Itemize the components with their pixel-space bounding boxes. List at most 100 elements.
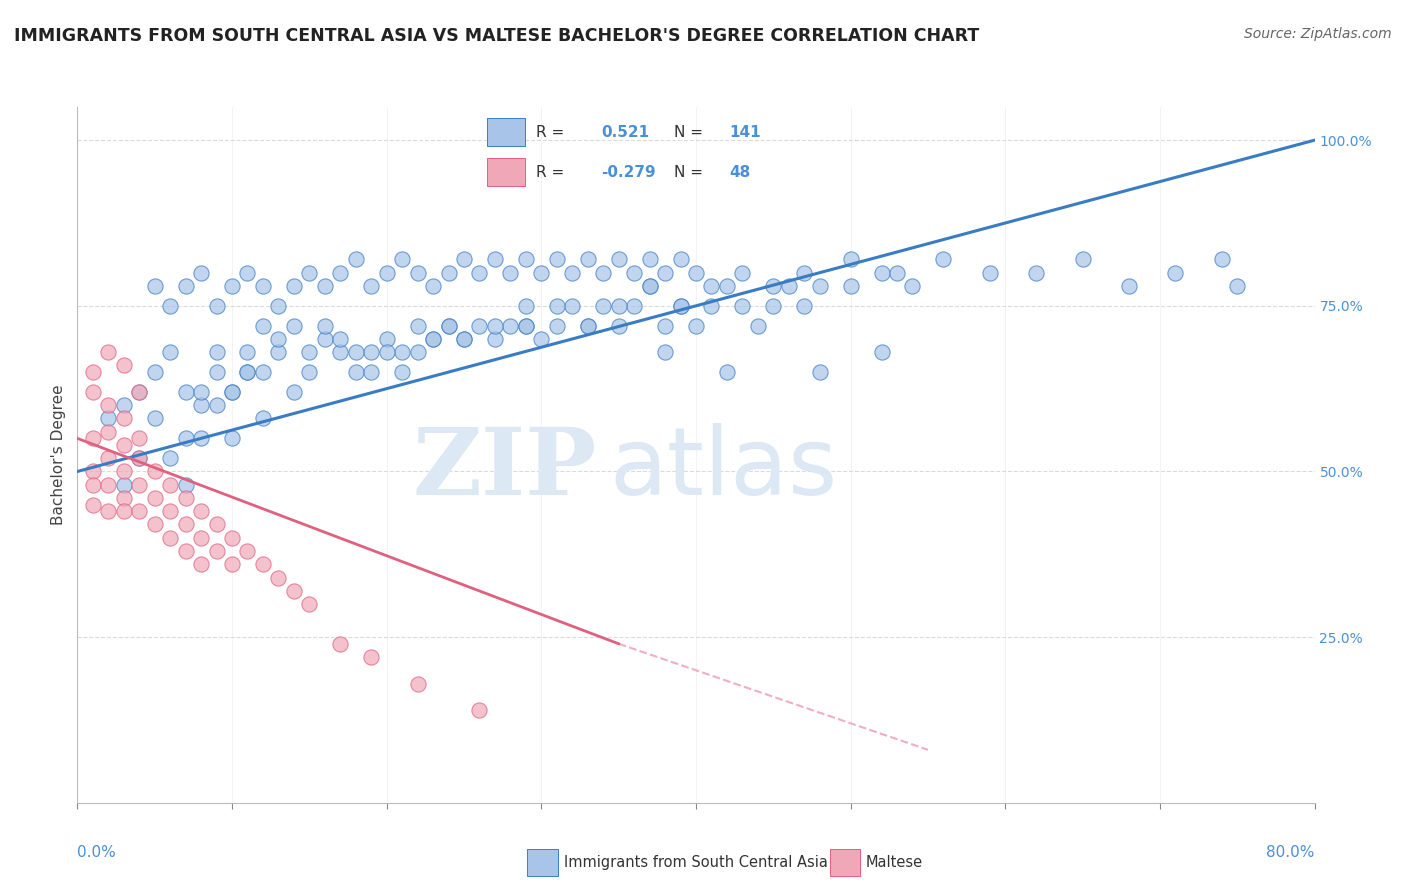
Text: Source: ZipAtlas.com: Source: ZipAtlas.com xyxy=(1244,27,1392,41)
Point xyxy=(391,365,413,379)
Point xyxy=(685,318,707,333)
Point xyxy=(174,491,197,505)
Point xyxy=(1211,252,1233,267)
Point xyxy=(793,299,815,313)
Point xyxy=(375,332,398,346)
Point xyxy=(468,266,491,280)
Point xyxy=(221,279,243,293)
Point xyxy=(1025,266,1047,280)
Text: 80.0%: 80.0% xyxy=(1267,845,1315,860)
Point xyxy=(314,279,336,293)
Point xyxy=(97,398,120,412)
Point xyxy=(205,398,228,412)
Point xyxy=(252,558,274,572)
Point xyxy=(515,299,537,313)
Point xyxy=(205,345,228,359)
Point xyxy=(731,266,754,280)
Point xyxy=(252,279,274,293)
Text: ZIP: ZIP xyxy=(413,424,598,514)
Point xyxy=(252,318,274,333)
Point xyxy=(236,544,259,558)
Point xyxy=(112,491,135,505)
Point xyxy=(716,365,738,379)
Point xyxy=(236,266,259,280)
Point xyxy=(329,345,352,359)
Point xyxy=(437,318,460,333)
Point xyxy=(839,252,862,267)
Point xyxy=(468,318,491,333)
Point xyxy=(731,299,754,313)
Point xyxy=(205,299,228,313)
Point xyxy=(329,637,352,651)
Point xyxy=(97,425,120,439)
Point xyxy=(870,345,893,359)
Point xyxy=(97,345,120,359)
Point xyxy=(406,318,429,333)
Point xyxy=(112,438,135,452)
Point xyxy=(576,318,599,333)
Point xyxy=(576,252,599,267)
Point xyxy=(267,332,290,346)
Point xyxy=(1071,252,1094,267)
Point xyxy=(190,531,212,545)
Point xyxy=(252,411,274,425)
Point xyxy=(159,451,181,466)
Point xyxy=(546,252,568,267)
Point xyxy=(314,318,336,333)
Point xyxy=(143,411,166,425)
Point xyxy=(515,252,537,267)
Text: 0.0%: 0.0% xyxy=(77,845,117,860)
Point xyxy=(205,365,228,379)
Point xyxy=(97,477,120,491)
Point xyxy=(143,465,166,479)
Point xyxy=(174,279,197,293)
Point xyxy=(669,299,692,313)
Point xyxy=(143,365,166,379)
Point xyxy=(1226,279,1249,293)
Point xyxy=(112,477,135,491)
Point xyxy=(159,299,181,313)
Point xyxy=(174,517,197,532)
Point xyxy=(360,279,382,293)
Point xyxy=(298,365,321,379)
Point xyxy=(793,266,815,280)
Point xyxy=(499,266,522,280)
Point xyxy=(82,465,104,479)
Point xyxy=(236,365,259,379)
Point xyxy=(236,365,259,379)
Point xyxy=(360,345,382,359)
Point xyxy=(638,252,661,267)
Point xyxy=(159,477,181,491)
Point xyxy=(159,504,181,518)
Point xyxy=(979,266,1001,280)
Point xyxy=(932,252,955,267)
Point xyxy=(607,318,630,333)
Text: Maltese: Maltese xyxy=(866,855,924,870)
Point xyxy=(314,332,336,346)
Point xyxy=(391,345,413,359)
Point xyxy=(128,477,150,491)
Point xyxy=(82,477,104,491)
Point xyxy=(499,318,522,333)
Y-axis label: Bachelor's Degree: Bachelor's Degree xyxy=(51,384,66,525)
Point xyxy=(298,345,321,359)
Point xyxy=(607,299,630,313)
Point xyxy=(112,504,135,518)
Point xyxy=(283,583,305,598)
Point xyxy=(422,332,444,346)
Point xyxy=(530,266,553,280)
Point xyxy=(159,531,181,545)
Point xyxy=(747,318,769,333)
Point xyxy=(221,558,243,572)
Point xyxy=(143,517,166,532)
Point xyxy=(267,299,290,313)
Point xyxy=(375,266,398,280)
Point xyxy=(344,345,367,359)
Point xyxy=(128,451,150,466)
Point xyxy=(561,299,583,313)
Point xyxy=(283,318,305,333)
Point xyxy=(669,299,692,313)
Point xyxy=(716,279,738,293)
Point xyxy=(283,384,305,399)
Point xyxy=(437,266,460,280)
